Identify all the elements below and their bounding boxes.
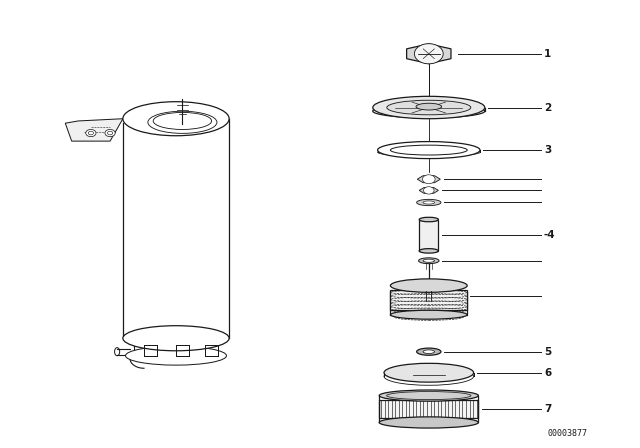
Ellipse shape	[384, 363, 474, 382]
Ellipse shape	[123, 326, 229, 351]
Text: 6: 6	[544, 368, 551, 378]
Ellipse shape	[390, 279, 467, 292]
Ellipse shape	[153, 112, 212, 129]
Ellipse shape	[387, 392, 471, 400]
Circle shape	[86, 129, 96, 137]
Ellipse shape	[423, 201, 435, 204]
Ellipse shape	[125, 346, 227, 365]
Polygon shape	[406, 44, 451, 64]
Polygon shape	[419, 188, 438, 193]
Ellipse shape	[372, 104, 485, 118]
Circle shape	[108, 131, 113, 135]
Polygon shape	[380, 400, 479, 418]
Text: -4: -4	[544, 230, 556, 240]
Polygon shape	[419, 220, 438, 251]
Ellipse shape	[379, 417, 479, 428]
Text: 3: 3	[544, 145, 551, 155]
Ellipse shape	[417, 199, 441, 206]
Circle shape	[424, 187, 434, 194]
Ellipse shape	[378, 142, 480, 159]
Ellipse shape	[423, 350, 435, 353]
Ellipse shape	[379, 390, 479, 401]
Ellipse shape	[390, 145, 467, 155]
Ellipse shape	[123, 102, 229, 136]
Ellipse shape	[387, 100, 471, 115]
Text: 5: 5	[544, 347, 551, 357]
Polygon shape	[65, 119, 123, 141]
Ellipse shape	[148, 111, 217, 134]
Text: 2: 2	[544, 103, 551, 112]
Text: 00003877: 00003877	[547, 429, 588, 438]
Circle shape	[105, 129, 115, 137]
Ellipse shape	[419, 249, 438, 253]
Ellipse shape	[423, 259, 435, 263]
Ellipse shape	[417, 348, 441, 355]
Circle shape	[415, 43, 444, 64]
Circle shape	[88, 131, 93, 135]
Ellipse shape	[419, 217, 438, 222]
Ellipse shape	[115, 348, 120, 356]
Ellipse shape	[416, 103, 442, 110]
Ellipse shape	[390, 310, 467, 319]
Circle shape	[422, 175, 435, 184]
Polygon shape	[417, 176, 440, 183]
Ellipse shape	[372, 96, 485, 119]
Ellipse shape	[419, 258, 439, 263]
Text: 1: 1	[544, 49, 551, 59]
Polygon shape	[390, 290, 467, 310]
Text: 7: 7	[544, 404, 552, 414]
